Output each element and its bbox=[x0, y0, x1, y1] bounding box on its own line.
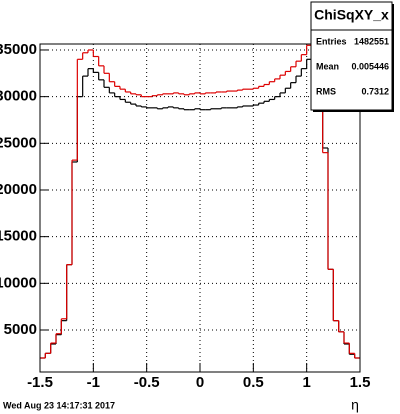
x-tick-label: 1 bbox=[302, 374, 310, 391]
histogram-series bbox=[40, 44, 360, 359]
y-tick-label: 30000 bbox=[0, 88, 37, 105]
y-tick-label: 25000 bbox=[0, 134, 37, 151]
x-tick-label: 1.5 bbox=[350, 374, 371, 391]
y-tick-label: 15000 bbox=[0, 228, 37, 245]
x-axis-label: η bbox=[351, 397, 359, 413]
footer: Wed Aug 23 14:17:31 2017 bbox=[3, 400, 115, 410]
stats-label: Mean bbox=[316, 61, 339, 71]
stats-label: RMS bbox=[316, 86, 336, 96]
x-tick-label: 0 bbox=[196, 374, 204, 391]
stats-title: ChiSqXY_x bbox=[314, 7, 389, 23]
y-tick-label: 5000 bbox=[4, 321, 37, 338]
stats-label: Entries bbox=[316, 36, 347, 46]
plot-frame bbox=[39, 43, 361, 373]
y-tick-label: 10000 bbox=[0, 274, 37, 291]
stats-value: 0.005446 bbox=[351, 61, 389, 71]
x-tick-label: -0.5 bbox=[134, 374, 160, 391]
x-tick-label: -1 bbox=[87, 374, 100, 391]
stats-value: 0.7312 bbox=[361, 86, 389, 96]
y-tick-label: 20000 bbox=[0, 181, 37, 198]
stats-value: 1482551 bbox=[354, 36, 389, 46]
x-tick-label: -1.5 bbox=[27, 374, 53, 391]
x-tick-label: 0.5 bbox=[243, 374, 264, 391]
y-tick-label: 35000 bbox=[0, 41, 37, 58]
stats-box bbox=[310, 1, 393, 111]
